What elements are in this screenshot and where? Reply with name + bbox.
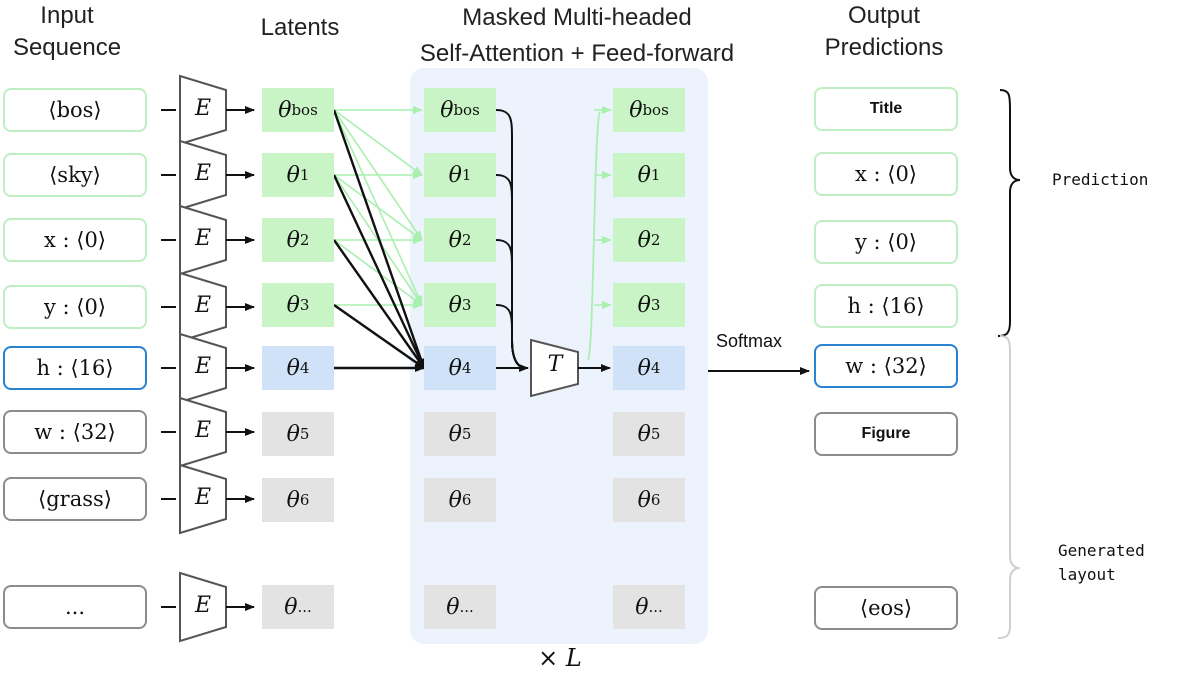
latent-bos: θ bos	[262, 88, 334, 132]
attn-out-latent-bos: θ bos	[613, 88, 685, 132]
input-token-sky: ⟨sky⟩	[3, 153, 147, 197]
header-output-predictions: Output Predictions	[810, 0, 958, 64]
transformer-fanout-curve	[587, 111, 601, 361]
header-latents: Latents	[240, 12, 360, 44]
encoder-block	[179, 463, 227, 535]
encoder-block	[179, 332, 227, 404]
attention-to-current-arrow	[333, 239, 425, 369]
input-token-h: h : ⟨16⟩	[3, 346, 147, 390]
output-h: h : ⟨16⟩	[814, 284, 958, 328]
encoder-label: E	[194, 354, 212, 379]
encoder-label: E	[194, 593, 212, 618]
prediction-bracket	[997, 89, 1021, 337]
transformer-block	[530, 338, 579, 398]
input-token-ellipsis: ...	[3, 585, 147, 629]
generated-layout-bracket	[997, 335, 1021, 639]
encoder-block	[179, 139, 227, 211]
input-token-y: y : ⟨0⟩	[3, 285, 147, 329]
output-y: y : ⟨0⟩	[814, 220, 958, 264]
encoder-label: E	[194, 226, 212, 251]
input-token-bos: ⟨bos⟩	[3, 88, 147, 132]
attention-to-current-arrow	[332, 109, 426, 369]
header-attention-line1: Masked Multi-headed	[462, 4, 692, 31]
generated-layout-label-line2: layout	[1058, 565, 1116, 584]
input-token-x: x : ⟨0⟩	[3, 218, 147, 262]
masked-attention-link	[333, 239, 423, 306]
encoder-block	[179, 74, 227, 146]
attention-to-current-arrow	[333, 304, 425, 369]
input-token-w: w : ⟨32⟩	[3, 410, 147, 454]
attn-in-latent-ellipsis: θ...	[424, 585, 496, 629]
output-eos: ⟨eos⟩	[814, 586, 958, 630]
encoder-label: E	[194, 96, 212, 121]
prediction-label: Prediction	[1052, 170, 1149, 189]
repeat-label: × L	[538, 644, 582, 672]
encoder-block	[179, 396, 227, 468]
generated-layout-label-line1: Generated	[1058, 541, 1145, 560]
output-w: w : ⟨32⟩	[814, 344, 958, 388]
attn-out-latent-ellipsis: θ...	[613, 585, 685, 629]
header-input-text: Input Sequence	[12, 2, 122, 61]
input-token-grass: ⟨grass⟩	[3, 477, 147, 521]
encoder-label: E	[194, 293, 212, 318]
output-x: x : ⟨0⟩	[814, 152, 958, 196]
header-attention-line2: Self-Attention + Feed-forward	[419, 40, 735, 67]
header-output-text: Output Predictions	[824, 2, 944, 61]
encoder-block	[179, 204, 227, 276]
masked-attention-link	[333, 109, 423, 176]
encoder-label: E	[194, 485, 212, 510]
attention-to-current-arrow	[332, 174, 426, 369]
encoder-block	[179, 571, 227, 643]
softmax-label: Softmax	[716, 331, 783, 351]
attn-in-latent-bos: θ bos	[424, 88, 496, 132]
header-input-sequence: Input Sequence	[0, 0, 134, 64]
encoder-block	[179, 271, 227, 343]
transformer-label: T	[547, 352, 563, 377]
latent-ellipsis: θ...	[262, 585, 334, 629]
encoder-label: E	[194, 418, 212, 443]
header-latents-text: Latents	[260, 14, 340, 41]
masked-attention-link	[333, 174, 423, 241]
output-title: Title	[814, 87, 958, 131]
encoder-label: E	[194, 161, 212, 186]
output-figure: Figure	[814, 412, 958, 456]
